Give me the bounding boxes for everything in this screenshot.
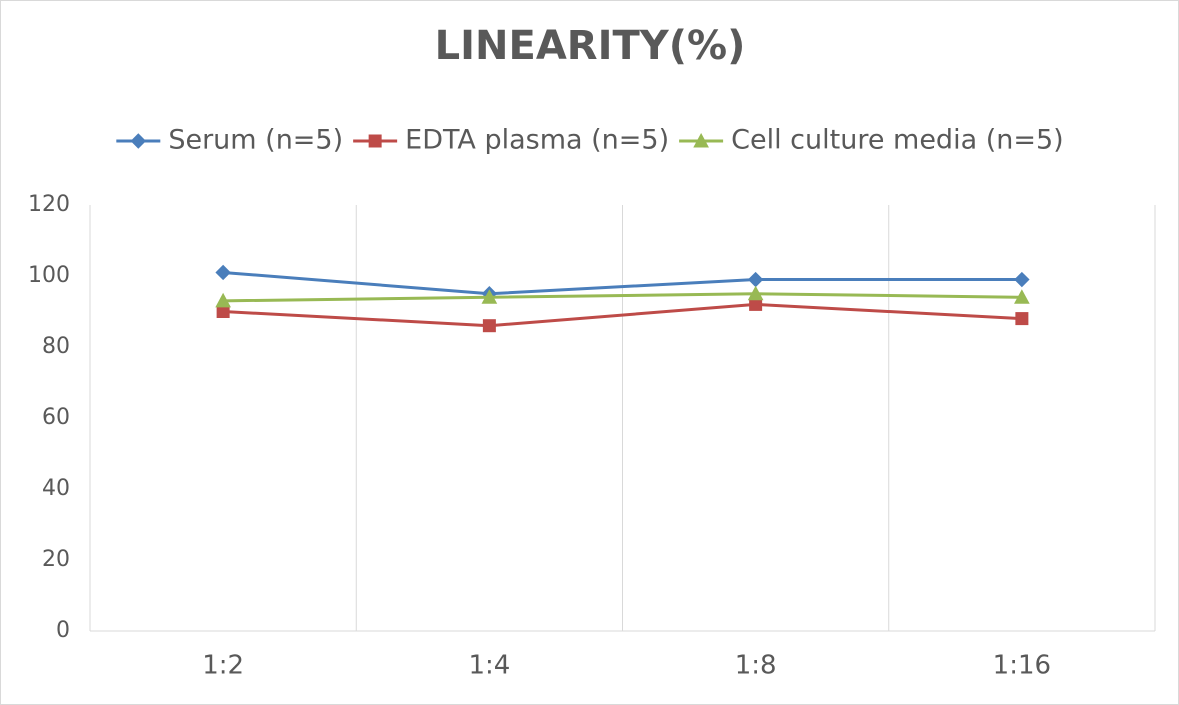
x-tick-label: 1:2	[202, 651, 244, 681]
marker	[1014, 289, 1030, 304]
y-tick-label: 20	[42, 547, 70, 572]
marker	[1014, 271, 1030, 288]
x-tick-label: 1:16	[993, 651, 1051, 681]
series-line	[223, 292, 1022, 303]
marker	[1015, 312, 1029, 326]
y-tick-label: 0	[56, 618, 70, 643]
marker	[481, 289, 498, 304]
legend-label: Serum (n=5)	[168, 125, 343, 156]
y-tick-label: 120	[28, 192, 70, 217]
marker	[482, 319, 496, 333]
legend-label: Cell culture media (n=5)	[731, 125, 1064, 156]
legend-label: EDTA plasma (n=5)	[405, 125, 669, 156]
marker	[368, 134, 382, 148]
y-tick-label: 40	[42, 476, 70, 501]
marker	[215, 264, 231, 281]
series-line	[223, 302, 1022, 328]
marker	[693, 132, 709, 148]
x-tick-label: 1:4	[468, 651, 510, 681]
chart-title: LINEARITY(%)	[435, 23, 746, 69]
x-tick-label: 1:8	[735, 651, 777, 681]
marker	[130, 133, 147, 149]
marker	[215, 292, 231, 308]
marker	[747, 285, 764, 301]
y-tick-label: 60	[42, 405, 70, 430]
y-tick-label: 80	[42, 334, 70, 359]
y-tick-label: 100	[28, 263, 70, 288]
series-line	[223, 270, 1022, 296]
